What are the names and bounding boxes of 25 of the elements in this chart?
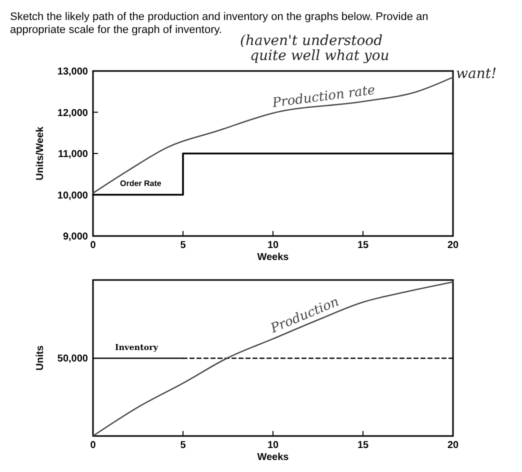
x-tick-label: 15 <box>357 440 369 451</box>
text: 50,000 <box>57 354 88 365</box>
y-tick-label: 10,000 <box>57 190 88 202</box>
x-tick-label: 10 <box>267 440 279 451</box>
series-label: Inventory <box>115 342 158 352</box>
x-tick-label: 20 <box>447 440 459 451</box>
y-tick-label: 11,000 <box>58 149 88 160</box>
x-tick-label: 0 <box>90 240 96 251</box>
y-axis-title: Units <box>35 345 46 370</box>
x-tick-label: 0 <box>90 440 96 451</box>
y-axis-title: Units/Week <box>35 126 46 180</box>
x-tick-label: 5 <box>180 240 186 251</box>
x-tick-label: 15 <box>357 240 369 251</box>
x-axis-title: Weeks <box>257 452 290 463</box>
y-tick-label: 12,000 <box>57 108 88 119</box>
x-tick-label: 5 <box>180 440 186 451</box>
line-series <box>92 76 454 194</box>
text: Production rate <box>270 82 376 112</box>
series-label: Order Rate <box>120 178 162 188</box>
x-tick-label: 10 <box>267 240 279 251</box>
text: (haven't understood quite well what you want! <box>240 33 497 82</box>
x-axis-title: Weeks <box>257 252 290 263</box>
x-tick-label: 20 <box>447 240 459 251</box>
y-tick-label: 13,000 <box>57 66 88 78</box>
y-tick-label: 9,000 <box>62 232 88 242</box>
